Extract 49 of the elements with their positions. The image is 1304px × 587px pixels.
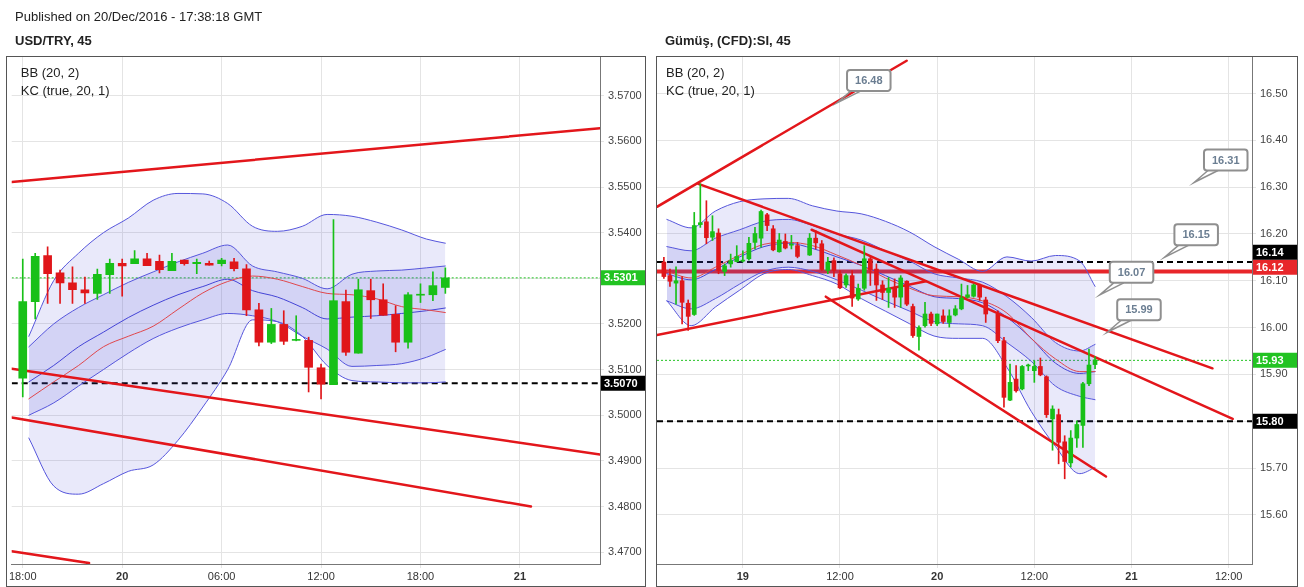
ref-line-label: 3.5070 bbox=[604, 376, 638, 389]
y-tick-label: 3.5400 bbox=[608, 225, 642, 238]
y-tick-label: 3.4900 bbox=[608, 453, 642, 466]
y-tick-label: 3.4800 bbox=[608, 499, 642, 512]
y-tick-label: 15.60 bbox=[1260, 507, 1288, 520]
chart-title: Gümüş, (CFD):SI, 45 bbox=[665, 33, 791, 49]
y-tick-label: 3.4700 bbox=[608, 545, 642, 558]
x-tick-label: 06:00 bbox=[207, 569, 236, 582]
chart-title: USD/TRY, 45 bbox=[15, 33, 92, 49]
x-tick-label: 12:00 bbox=[1020, 569, 1049, 582]
y-tick-label: 16.10 bbox=[1260, 273, 1288, 286]
x-tick-label: 19 bbox=[736, 569, 749, 582]
annotation: 15.99 bbox=[1125, 303, 1153, 316]
y-tick-label: 16.40 bbox=[1260, 133, 1288, 146]
x-tick-label: 12:00 bbox=[307, 569, 335, 582]
y-tick-label: 3.5200 bbox=[608, 316, 642, 329]
x-tick-label: 21 bbox=[513, 569, 527, 582]
x-tick-label: 18:00 bbox=[406, 569, 435, 582]
y-tick-label: 16.20 bbox=[1260, 226, 1288, 239]
annotation: 16.31 bbox=[1211, 153, 1240, 166]
x-tick-label: 20 bbox=[116, 569, 129, 582]
y-tick-label: 3.5600 bbox=[608, 134, 642, 147]
y-tick-label: 16.50 bbox=[1260, 86, 1288, 99]
y-tick-label: 16.00 bbox=[1260, 320, 1288, 333]
ref-line-label: 16.14 bbox=[1256, 245, 1285, 258]
annotation: KC (true, 20, 1) bbox=[20, 82, 110, 98]
y-tick-label: 3.5000 bbox=[608, 408, 642, 421]
annotation: 16.48 bbox=[855, 73, 883, 86]
annotation: 16.15 bbox=[1182, 228, 1210, 241]
ref-line-label: 15.93 bbox=[1256, 353, 1284, 366]
annotation: BB (20, 2) bbox=[20, 64, 80, 80]
x-tick-label: 18:00 bbox=[9, 569, 37, 582]
y-tick-label: 15.90 bbox=[1260, 367, 1288, 380]
text: Published on 20/Dec/2016 - 17:38:18 GMT bbox=[15, 9, 263, 25]
ref-line-label: 16.12 bbox=[1256, 260, 1284, 273]
annotation: BB (20, 2) bbox=[666, 64, 725, 80]
y-tick-label: 16.30 bbox=[1260, 180, 1288, 193]
ref-line-label: 15.80 bbox=[1256, 414, 1284, 427]
x-tick-label: 12:00 bbox=[826, 569, 854, 582]
y-tick-label: 3.5700 bbox=[608, 88, 642, 101]
y-tick-label: 15.70 bbox=[1260, 461, 1288, 474]
y-tick-label: 3.5100 bbox=[608, 362, 642, 375]
annotation: KC (true, 20, 1) bbox=[666, 82, 755, 98]
ref-line-label: 3.5301 bbox=[604, 271, 638, 284]
x-tick-label: 21 bbox=[1125, 569, 1138, 582]
x-tick-label: 12:00 bbox=[1214, 569, 1243, 582]
annotation: 16.07 bbox=[1117, 265, 1146, 278]
y-tick-label: 3.5500 bbox=[608, 180, 642, 193]
x-tick-label: 20 bbox=[931, 569, 944, 582]
